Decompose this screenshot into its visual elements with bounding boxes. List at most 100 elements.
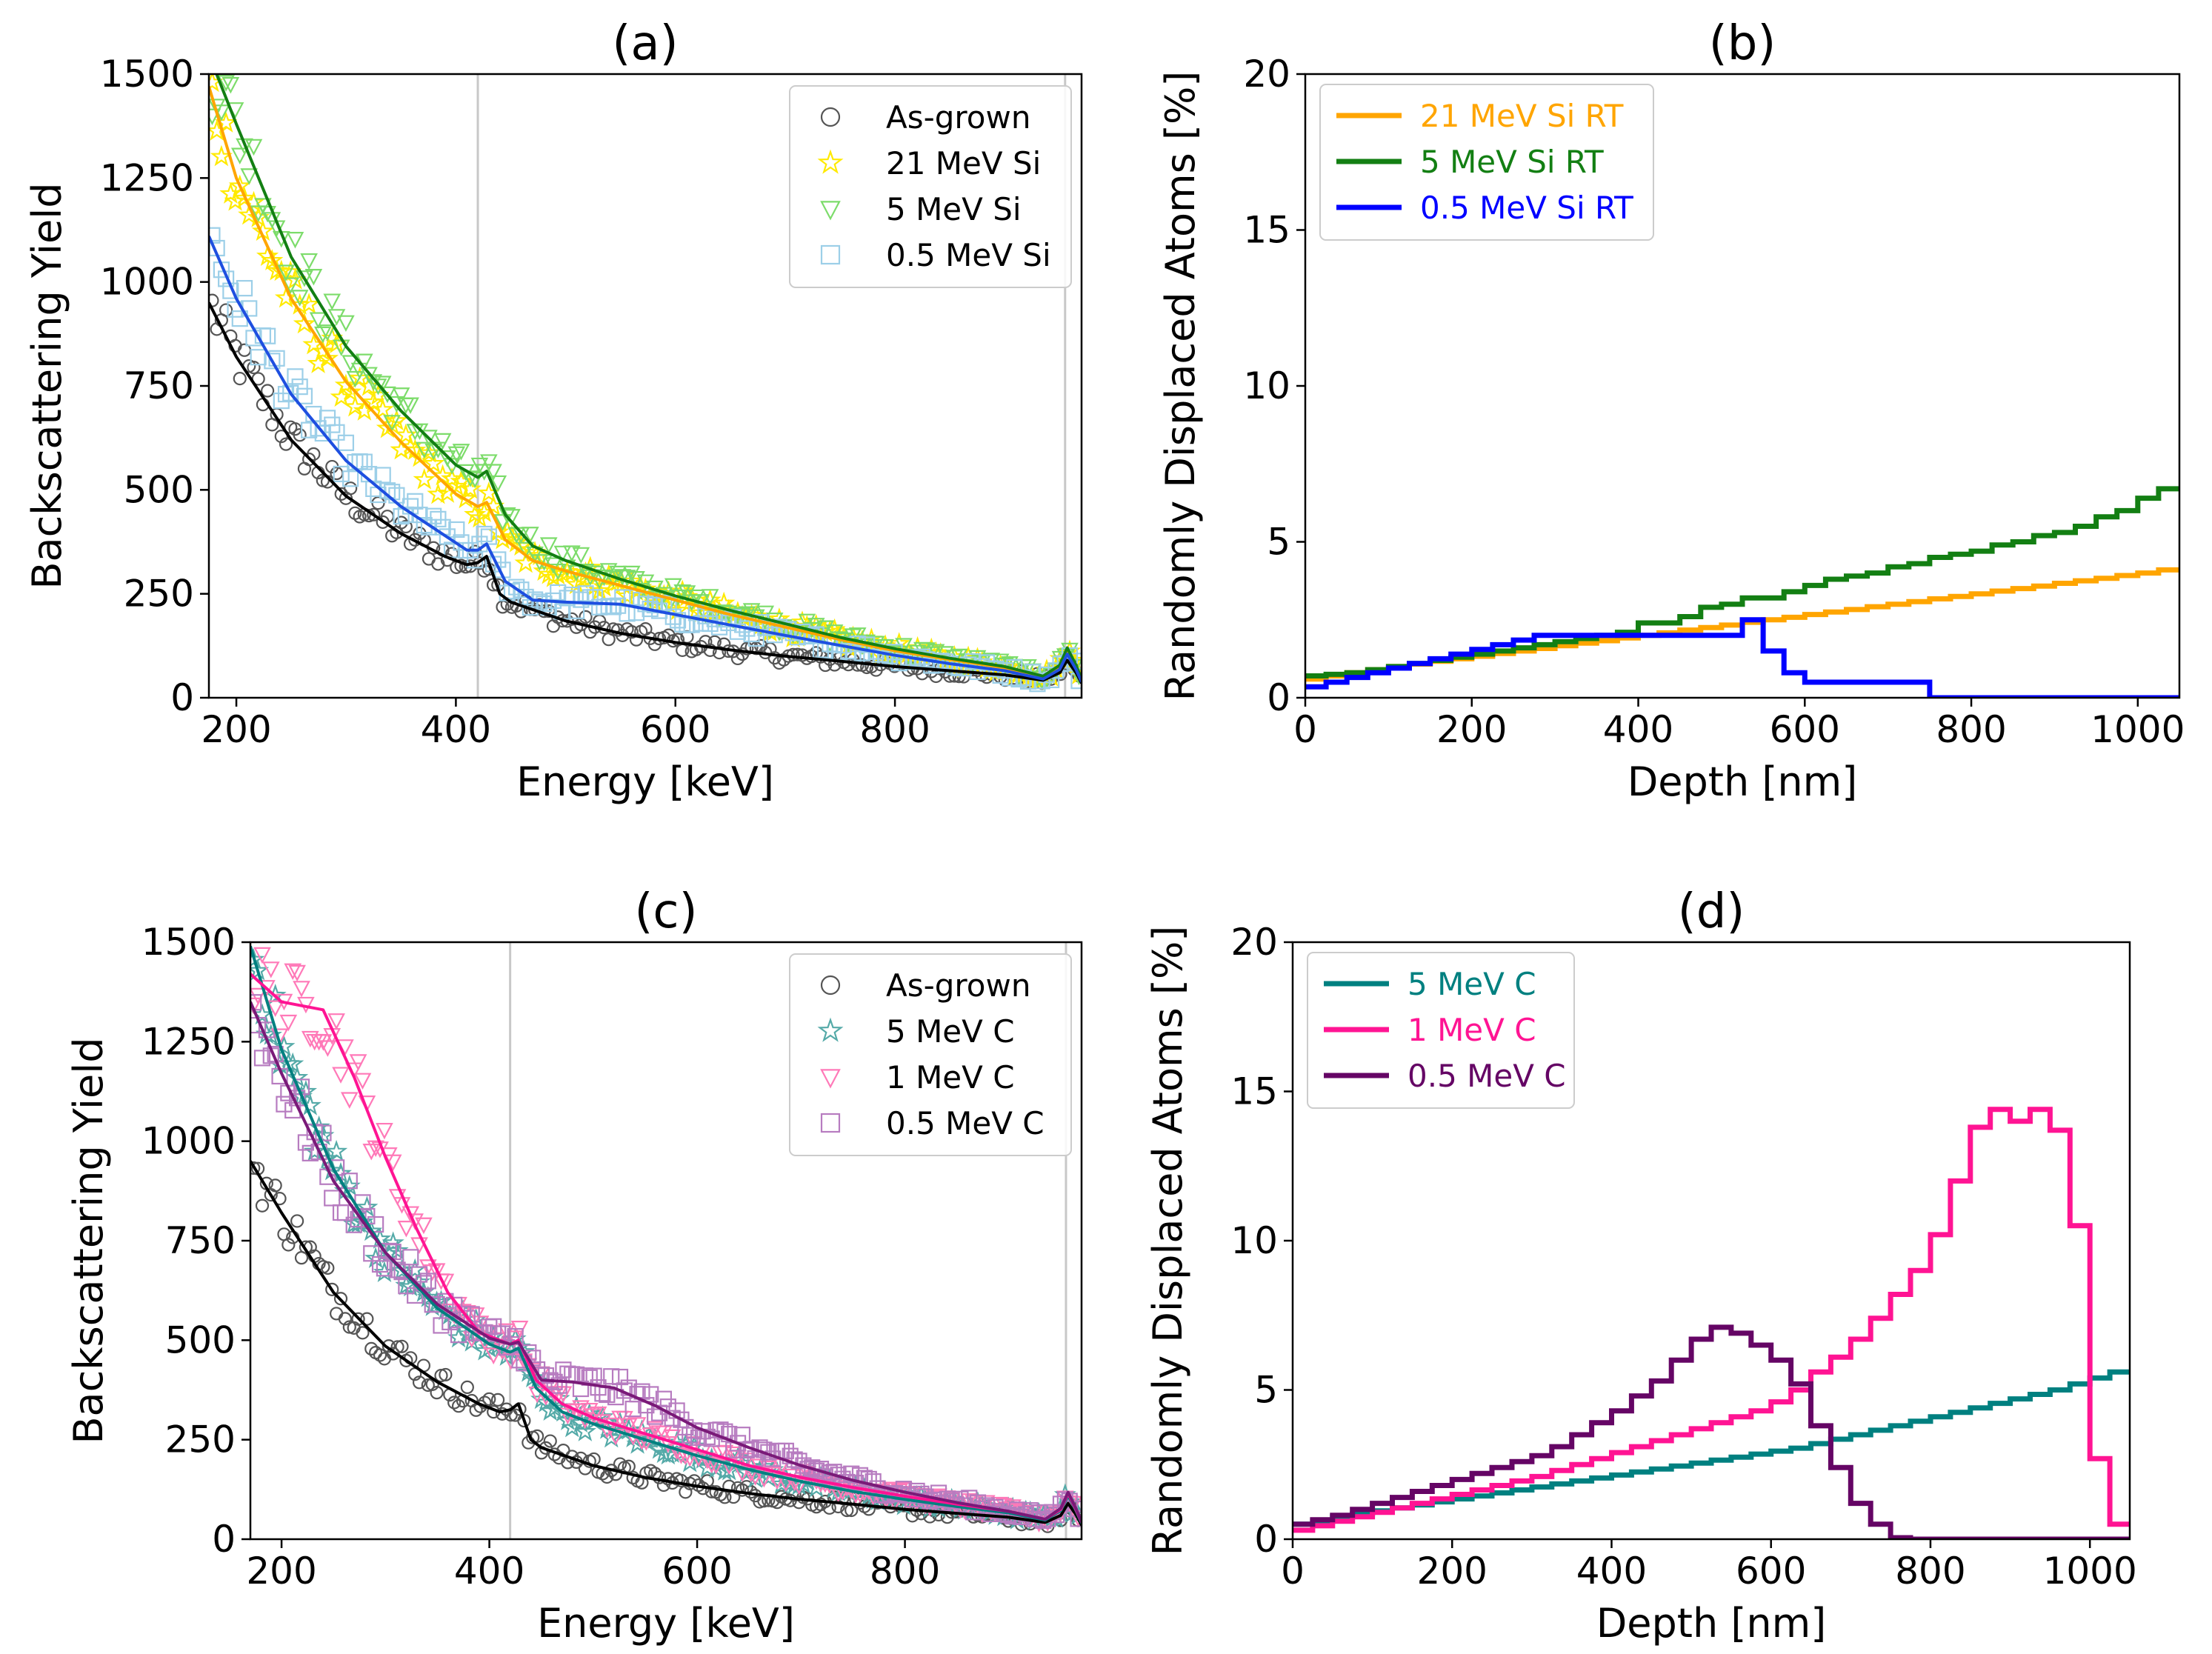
data-point <box>724 1446 742 1464</box>
legend-marker <box>817 149 844 174</box>
data-point <box>701 589 719 606</box>
data-point <box>430 1386 444 1400</box>
legend-label: 5 MeV Si RT <box>1420 144 1604 180</box>
data-point <box>690 1429 707 1446</box>
y-tick-label: 750 <box>124 364 194 407</box>
legend-label: 21 MeV Si <box>886 145 1041 181</box>
data-point <box>259 327 276 344</box>
data-point <box>416 1285 439 1307</box>
legend-label: 5 MeV Si <box>886 191 1022 227</box>
legend-label: 1 MeV C <box>1408 1012 1536 1048</box>
data-point <box>313 326 332 344</box>
data-point <box>777 1442 794 1459</box>
data-point <box>328 424 345 441</box>
y-tick-label: 1500 <box>100 53 194 96</box>
data-point <box>402 1249 419 1266</box>
data-point <box>362 390 385 412</box>
data-point <box>332 1067 350 1084</box>
data-point <box>1001 656 1019 673</box>
data-point <box>463 559 478 573</box>
data-point <box>333 465 350 483</box>
y-tick-label: 500 <box>124 468 194 511</box>
data-point <box>498 507 516 524</box>
legend-box <box>1307 952 1575 1109</box>
y-tick-label: 1000 <box>100 261 194 304</box>
data-point <box>349 1054 367 1071</box>
data-point <box>585 1367 602 1384</box>
data-point <box>856 1470 873 1487</box>
data-point <box>407 1287 424 1304</box>
data-point <box>642 1386 659 1403</box>
data-point <box>327 309 346 326</box>
data-point <box>293 312 316 334</box>
data-point <box>895 638 913 655</box>
data-point <box>319 324 336 341</box>
y-tick-label: 20 <box>1243 53 1290 96</box>
data-point <box>573 1420 597 1441</box>
x-tick-label: 600 <box>1736 1550 1806 1593</box>
data-point <box>218 270 235 287</box>
data-point <box>323 293 342 310</box>
data-point <box>738 1453 756 1470</box>
y-tick-label: 0 <box>212 1518 236 1561</box>
data-point <box>682 1427 699 1444</box>
data-point <box>238 203 261 225</box>
x-tick-label: 1000 <box>2091 708 2185 751</box>
data-point <box>659 1398 676 1415</box>
data-point <box>274 286 298 308</box>
legend-marker <box>820 107 841 127</box>
data-point <box>482 1392 496 1406</box>
data-point <box>286 232 304 249</box>
data-point <box>433 1317 450 1334</box>
legend-label: 1 MeV C <box>886 1059 1015 1096</box>
data-point <box>559 590 576 607</box>
data-point <box>412 1375 427 1390</box>
data-point <box>636 574 655 592</box>
data-point <box>303 1139 326 1161</box>
data-point <box>447 446 466 464</box>
data-point <box>550 1377 567 1394</box>
data-point <box>543 1434 557 1448</box>
data-point <box>299 1240 313 1254</box>
data-point <box>549 563 567 581</box>
data-point <box>613 1457 627 1471</box>
data-point <box>376 1260 393 1277</box>
data-point <box>345 1216 362 1233</box>
data-point <box>679 1485 693 1499</box>
data-point <box>816 1468 833 1485</box>
legend-box <box>789 85 1072 288</box>
data-point <box>646 596 663 614</box>
plot-area <box>1293 1107 2130 1539</box>
data-point <box>261 384 275 398</box>
data-point <box>490 1393 505 1407</box>
x-tick-label: 200 <box>1436 708 1507 751</box>
data-point <box>219 303 233 317</box>
data-point <box>447 1395 462 1410</box>
legend-label: As-grown <box>886 99 1030 136</box>
legend-label: 5 MeV C <box>1408 966 1536 1002</box>
data-point <box>687 589 705 607</box>
chart-title: (c) <box>634 884 697 939</box>
x-tick-label: 400 <box>1603 708 1673 751</box>
y-tick-label: 1500 <box>141 921 236 964</box>
fit-line <box>250 1160 1082 1527</box>
data-point <box>356 453 373 470</box>
data-point <box>413 467 436 490</box>
data-point <box>351 1210 374 1232</box>
data-point <box>217 75 235 92</box>
legend-label: 0.5 MeV C <box>1408 1058 1566 1094</box>
plot-area <box>250 942 1082 1539</box>
data-point <box>795 1457 812 1474</box>
data-point <box>253 947 271 964</box>
data-point <box>420 430 438 447</box>
chart-b: 0 200 400 600 800 1000 0 5 10 15 20 (b) Depth [nm] Ra… <box>1157 16 2185 805</box>
legend-marker <box>820 244 841 265</box>
x-tick-label: 200 <box>1417 1550 1488 1593</box>
legend-marker <box>820 1069 841 1089</box>
data-point <box>236 280 253 297</box>
step-line-0.5-mev-si-rt <box>1305 617 2179 698</box>
data-point <box>790 647 804 661</box>
data-point <box>428 1295 445 1313</box>
data-point <box>293 981 310 998</box>
